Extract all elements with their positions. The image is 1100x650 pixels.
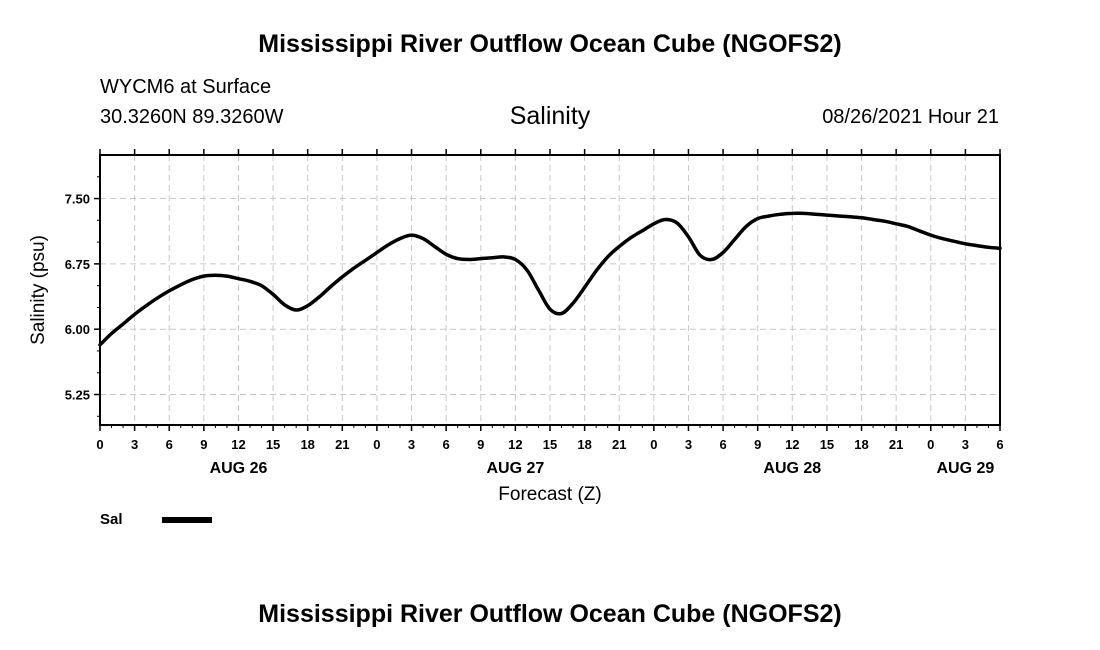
x-tick-label: 9 <box>754 437 761 452</box>
y-axis-label: Salinity (psu) <box>28 235 49 345</box>
chart-title: Mississippi River Outflow Ocean Cube (NG… <box>258 30 842 58</box>
x-tick-label: 3 <box>131 437 138 452</box>
y-tick-label: 6.00 <box>65 322 90 337</box>
x-tick-label: 15 <box>820 437 834 452</box>
x-tick-label: 15 <box>543 437 557 452</box>
x-axis-ticks: 0 3 6 9 12 15 18 21 0 3 6 9 12 15 18 21 0 3 6 9 12 15 18 21 0 3 6A… <box>96 149 1004 477</box>
x-tick-label: 0 <box>96 437 103 452</box>
x-tick-label: 3 <box>685 437 692 452</box>
x-tick-label: 6 <box>719 437 726 452</box>
x-tick-label: 21 <box>889 437 903 452</box>
y-tick-label: 6.75 <box>65 257 90 272</box>
x-tick-label: 18 <box>854 437 868 452</box>
x-tick-label: 9 <box>477 437 484 452</box>
x-tick-label: 6 <box>996 437 1003 452</box>
x-tick-label: 9 <box>200 437 207 452</box>
station-coords: 30.3260N 89.3260W <box>100 106 284 128</box>
y-tick-label: 5.25 <box>65 388 90 403</box>
x-tick-label: 3 <box>962 437 969 452</box>
forecast-datetime: 08/26/2021 Hour 21 <box>822 106 999 128</box>
x-tick-label: 18 <box>300 437 314 452</box>
x-tick-label: 21 <box>612 437 626 452</box>
x-tick-label: 12 <box>508 437 522 452</box>
x-tick-label: 0 <box>373 437 380 452</box>
x-tick-label: 6 <box>443 437 450 452</box>
x-tick-label: 15 <box>266 437 280 452</box>
x-date-label: AUG 29 <box>936 460 994 477</box>
x-tick-label: 3 <box>408 437 415 452</box>
footer-title: Mississippi River Outflow Ocean Cube (NG… <box>258 600 842 628</box>
x-date-label: AUG 26 <box>210 460 268 477</box>
x-tick-label: 0 <box>927 437 934 452</box>
x-date-label: AUG 28 <box>763 460 821 477</box>
x-tick-label: 6 <box>166 437 173 452</box>
x-tick-label: 18 <box>577 437 591 452</box>
variable-title: Salinity <box>509 102 591 130</box>
x-date-label: AUG 27 <box>486 460 544 477</box>
grid <box>100 155 1000 425</box>
x-tick-label: 12 <box>785 437 799 452</box>
y-axis-ticks: 5.25 6.00 6.75 7.50 <box>65 176 100 417</box>
y-tick-label: 7.50 <box>65 192 90 207</box>
x-tick-label: 12 <box>231 437 245 452</box>
x-tick-label: 0 <box>650 437 657 452</box>
series-line-sal <box>98 211 1002 347</box>
x-axis-label: Forecast (Z) <box>498 484 601 505</box>
legend-label: Sal <box>100 511 123 528</box>
x-tick-label: 21 <box>335 437 349 452</box>
station-label: WYCM6 at Surface <box>100 76 272 98</box>
